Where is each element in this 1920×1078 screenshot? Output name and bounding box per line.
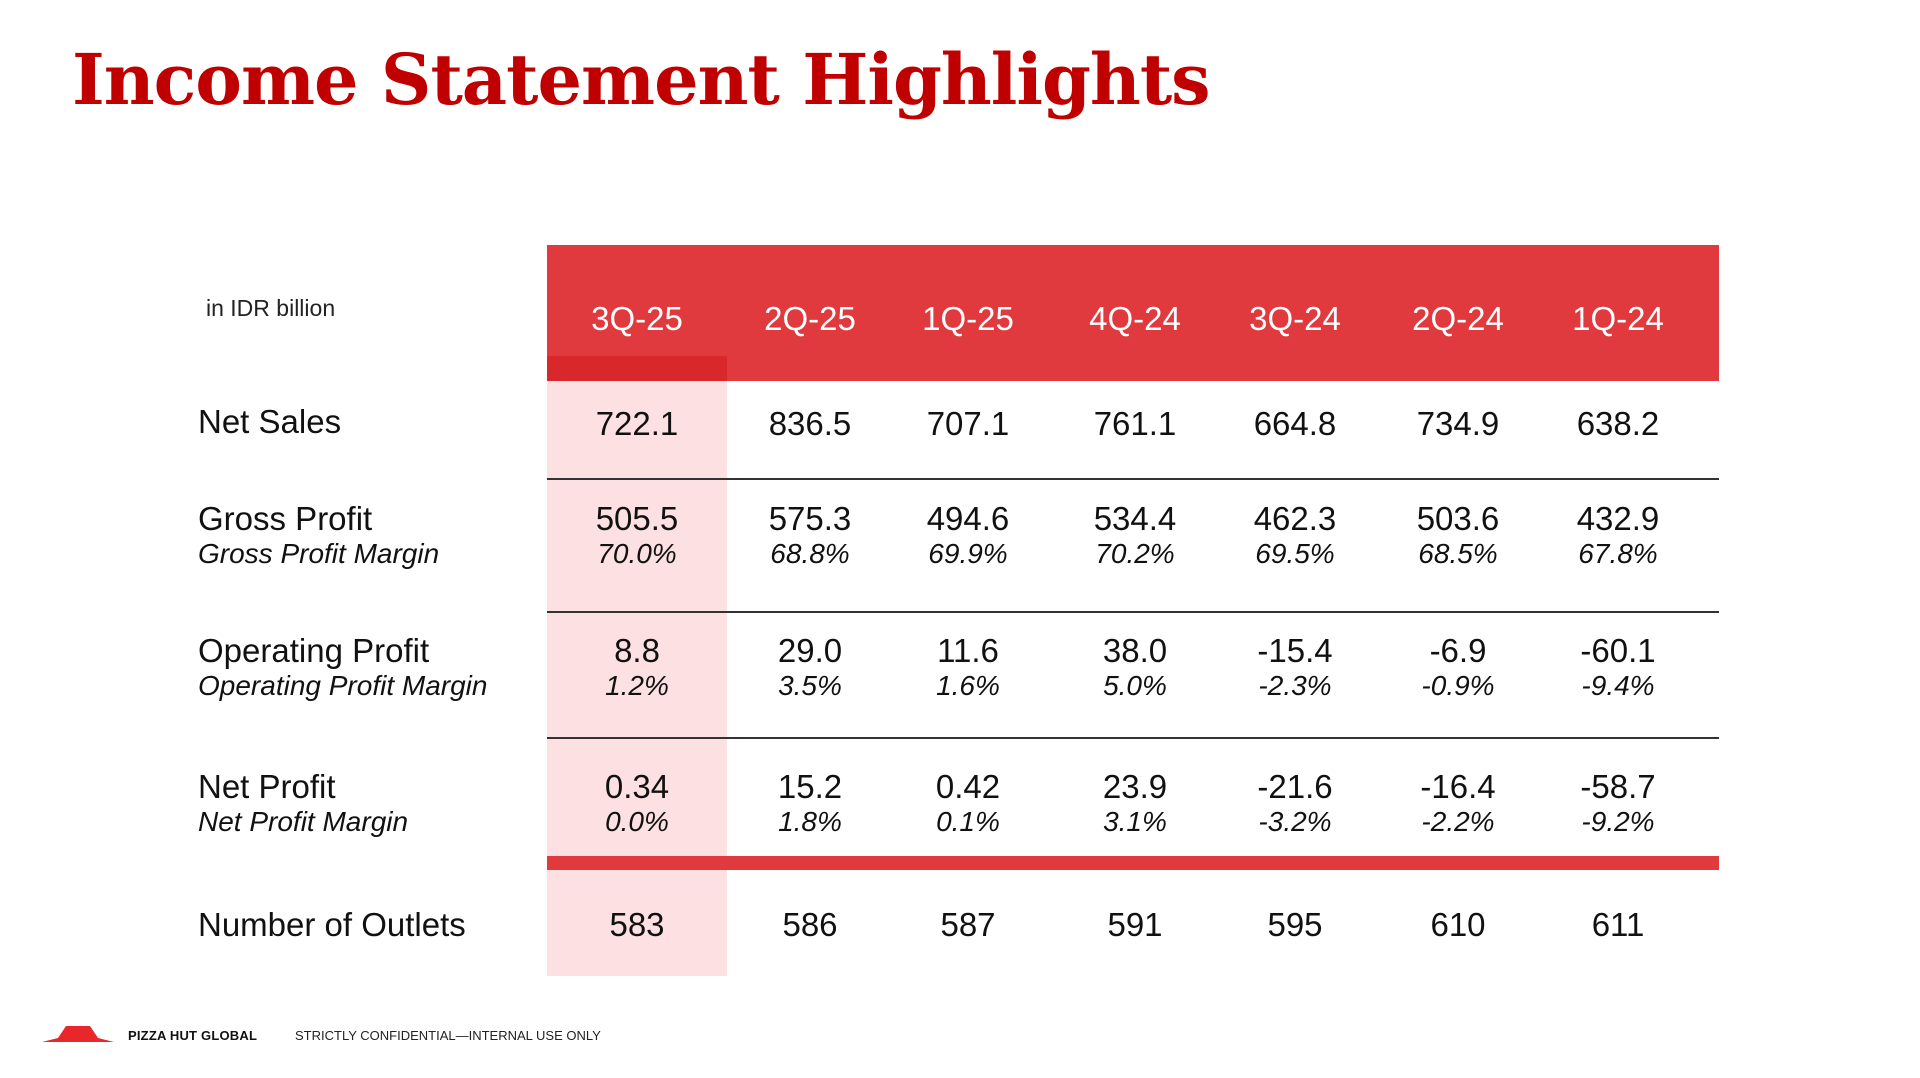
cell-operating-profit-margin: -9.4%	[1581, 670, 1655, 701]
current-quarter-highlight	[547, 356, 727, 976]
cell-operating-profit-value: -15.4	[1257, 632, 1333, 669]
row-sublabel-net-profit-margin: Net Profit Margin	[198, 806, 409, 837]
period-header: 2Q-24	[1412, 300, 1504, 337]
row-label-net-profit: Net Profit	[198, 768, 336, 805]
cell-operating-profit-value: 11.6	[937, 632, 999, 669]
cell-gross-profit-margin: 70.2%	[1095, 538, 1175, 569]
cell-gross-profit-value: 432.9	[1576, 500, 1660, 537]
cell-operating-profit-margin: 1.6%	[936, 670, 1000, 701]
cell-net-sales-value: 707.1	[926, 405, 1010, 442]
cell-number-of-outlets-value: 591	[1107, 906, 1163, 943]
cell-gross-profit-margin: 69.5%	[1255, 538, 1335, 569]
cell-net-profit-value: 0.34	[604, 768, 670, 805]
cell-gross-profit-value: 575.3	[768, 500, 852, 537]
cell-gross-profit-margin: 68.5%	[1418, 538, 1498, 569]
cell-net-profit-margin: 0.0%	[605, 806, 669, 837]
cell-operating-profit-margin: 3.5%	[778, 670, 842, 701]
period-header: 1Q-25	[922, 300, 1014, 337]
cell-net-profit-margin: 1.8%	[778, 806, 842, 837]
cell-gross-profit-value: 462.3	[1253, 500, 1337, 537]
cell-operating-profit-value: 29.0	[777, 632, 843, 669]
units-note: in IDR billion	[206, 295, 336, 321]
cell-net-sales-value: 836.5	[768, 405, 852, 442]
table-header-band	[547, 245, 1719, 381]
cell-operating-profit-value: 8.8	[614, 632, 660, 669]
cell-gross-profit-value: 503.6	[1416, 500, 1500, 537]
row-sublabel-gross-profit-margin: Gross Profit Margin	[198, 538, 440, 569]
row-label-gross-profit: Gross Profit	[198, 500, 373, 537]
row-sublabel-operating-profit-margin: Operating Profit Margin	[198, 670, 488, 701]
cell-number-of-outlets-value: 586	[782, 906, 838, 943]
cell-net-profit-margin: -9.2%	[1581, 806, 1655, 837]
cell-net-sales-value: 734.9	[1416, 405, 1500, 442]
cell-operating-profit-margin: 1.2%	[605, 670, 669, 701]
row-divider	[547, 737, 1719, 739]
cell-gross-profit-value: 505.5	[595, 500, 679, 537]
cell-number-of-outlets-value: 595	[1267, 906, 1323, 943]
cell-gross-profit-margin: 69.9%	[928, 538, 1008, 569]
cell-operating-profit-value: -60.1	[1580, 632, 1656, 669]
period-header: 3Q-24	[1249, 300, 1341, 337]
cell-net-profit-value: 15.2	[777, 768, 843, 805]
cell-number-of-outlets-value: 583	[609, 906, 665, 943]
cell-net-sales-value: 664.8	[1253, 405, 1337, 442]
cell-gross-profit-margin: 68.8%	[770, 538, 850, 569]
cell-operating-profit-margin: -0.9%	[1421, 670, 1495, 701]
cell-operating-profit-margin: -2.3%	[1258, 670, 1332, 701]
cell-net-sales-value: 722.1	[595, 405, 679, 442]
summary-divider	[547, 856, 1719, 870]
cell-net-profit-value: -16.4	[1420, 768, 1496, 805]
cell-net-profit-margin: 0.1%	[936, 806, 1000, 837]
cell-number-of-outlets-value: 610	[1430, 906, 1486, 943]
cell-operating-profit-margin: 5.0%	[1103, 670, 1167, 701]
row-label-net-sales: Net Sales	[198, 403, 342, 440]
cell-net-sales-value: 638.2	[1576, 405, 1660, 442]
cell-net-profit-value: -21.6	[1257, 768, 1333, 805]
pizza-hut-roof-icon	[42, 1026, 114, 1042]
cell-net-profit-margin: -2.2%	[1421, 806, 1495, 837]
cell-gross-profit-margin: 67.8%	[1578, 538, 1658, 569]
current-quarter-highlight-accent	[547, 356, 727, 381]
cell-net-profit-value: -58.7	[1580, 768, 1656, 805]
row-divider	[547, 611, 1719, 613]
period-header: 1Q-24	[1572, 300, 1664, 337]
row-label-operating-profit: Operating Profit	[198, 632, 430, 669]
cell-net-profit-margin: 3.1%	[1103, 806, 1167, 837]
cell-operating-profit-value: 38.0	[1102, 632, 1168, 669]
cell-net-profit-value: 23.9	[1102, 768, 1168, 805]
footer-brand: PIZZA HUT GLOBAL	[128, 1028, 258, 1043]
cell-number-of-outlets-value: 587	[940, 906, 996, 943]
cell-number-of-outlets-value: 611	[1591, 906, 1645, 943]
cell-net-profit-value: 0.42	[935, 768, 1001, 805]
cell-net-sales-value: 761.1	[1093, 405, 1177, 442]
cell-operating-profit-value: -6.9	[1429, 632, 1487, 669]
cell-gross-profit-value: 534.4	[1093, 500, 1177, 537]
cell-net-profit-margin: -3.2%	[1258, 806, 1332, 837]
footer-confidentiality-note: STRICTLY CONFIDENTIAL—INTERNAL USE ONLY	[295, 1028, 601, 1043]
slide-title: Income Statement Highlights	[72, 38, 1211, 121]
period-header: 2Q-25	[764, 300, 856, 337]
cell-gross-profit-value: 494.6	[926, 500, 1010, 537]
row-label-number-of-outlets: Number of Outlets	[198, 906, 466, 943]
period-header: 4Q-24	[1089, 300, 1181, 337]
cell-gross-profit-margin: 70.0%	[597, 538, 677, 569]
period-header: 3Q-25	[591, 300, 683, 337]
row-divider	[547, 478, 1719, 480]
